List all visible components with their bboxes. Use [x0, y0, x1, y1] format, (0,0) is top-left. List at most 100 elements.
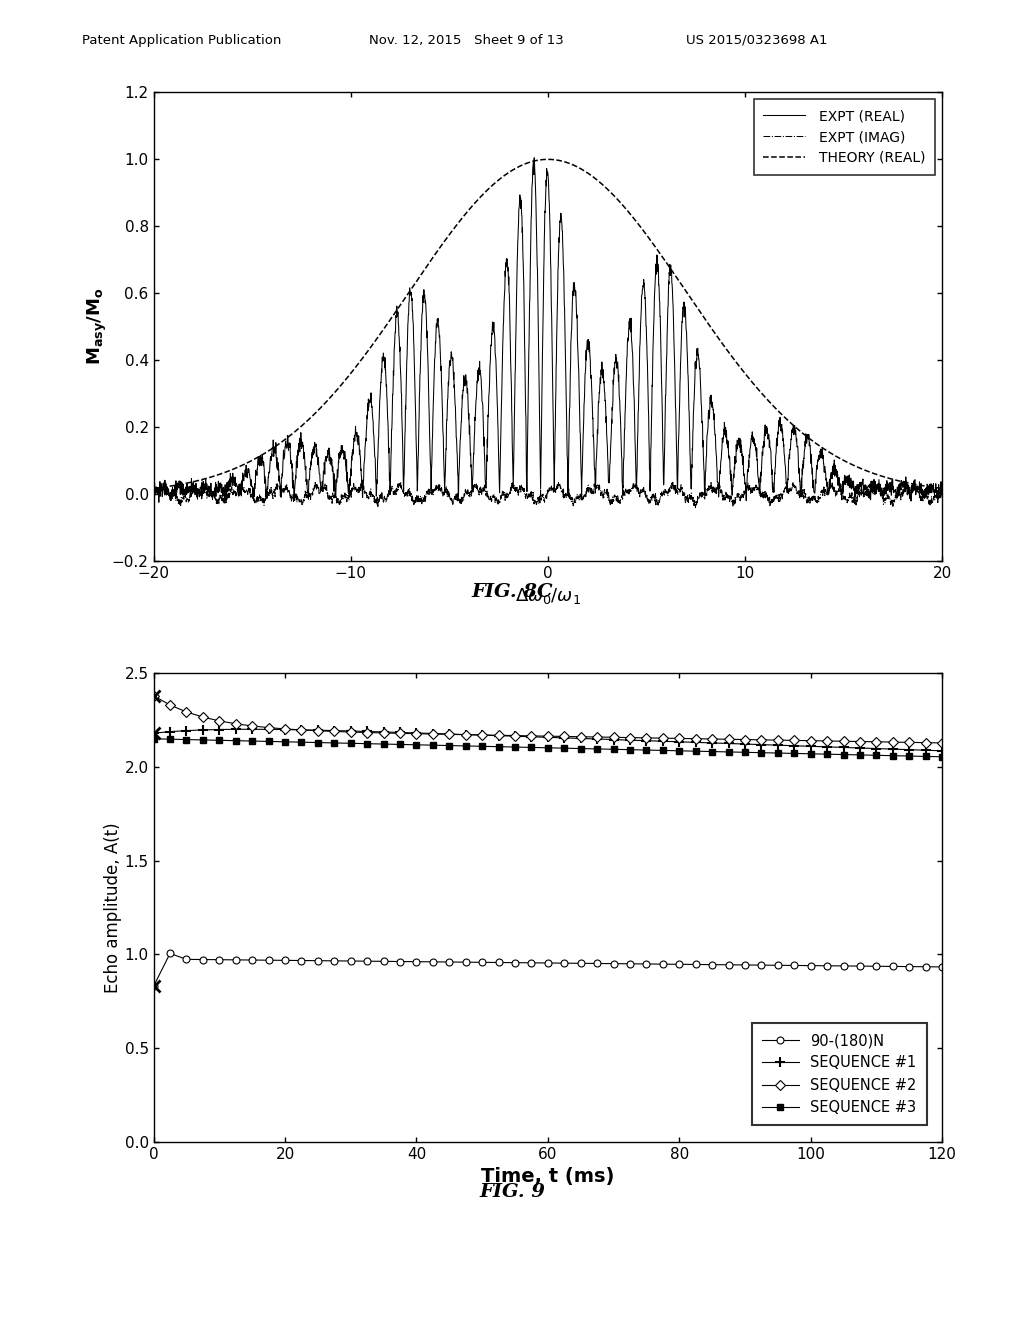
- SEQUENCE #3: [427, 738, 439, 754]
- SEQUENCE #3: [344, 735, 357, 751]
- 90-(180)N: [838, 958, 850, 974]
- SEQUENCE #1: [262, 722, 274, 738]
- 90-(180)N: [756, 957, 768, 973]
- 90-(180)N: [870, 958, 883, 974]
- 90-(180)N: [656, 956, 669, 972]
- SEQUENCE #2: [378, 725, 390, 741]
- SEQUENCE #1: [411, 725, 423, 741]
- Text: Nov. 12, 2015   Sheet 9 of 13: Nov. 12, 2015 Sheet 9 of 13: [369, 33, 563, 46]
- 90-(180)N: [788, 957, 801, 973]
- SEQUENCE #1: [509, 729, 521, 744]
- SEQUENCE #3: [756, 744, 768, 760]
- SEQUENCE #2: [870, 734, 883, 750]
- EXPT (IMAG): [936, 484, 948, 500]
- SEQUENCE #3: [262, 734, 274, 750]
- SEQUENCE #3: [361, 735, 374, 751]
- SEQUENCE #1: [739, 737, 752, 752]
- THEORY (REAL): [147, 480, 160, 496]
- 90-(180)N: [903, 958, 915, 974]
- 90-(180)N: [920, 958, 932, 974]
- EXPT (REAL): [921, 477, 933, 492]
- SEQUENCE #3: [542, 741, 554, 756]
- SEQUENCE #2: [443, 726, 456, 742]
- 90-(180)N: [591, 956, 603, 972]
- SEQUENCE #3: [295, 734, 307, 750]
- 90-(180)N: [164, 945, 176, 961]
- THEORY (REAL): [450, 218, 462, 234]
- 90-(180)N: [689, 957, 701, 973]
- SEQUENCE #2: [756, 731, 768, 747]
- SEQUENCE #2: [936, 735, 948, 751]
- EXPT (REAL): [528, 150, 541, 166]
- SEQUENCE #1: [394, 725, 407, 741]
- SEQUENCE #2: [164, 697, 176, 713]
- SEQUENCE #2: [739, 731, 752, 747]
- SEQUENCE #3: [378, 737, 390, 752]
- SEQUENCE #1: [591, 731, 603, 747]
- SEQUENCE #1: [378, 725, 390, 741]
- SEQUENCE #1: [279, 722, 291, 738]
- SEQUENCE #3: [411, 737, 423, 752]
- SEQUENCE #1: [689, 734, 701, 750]
- 90-(180)N: [854, 958, 866, 974]
- 90-(180)N: [262, 952, 274, 968]
- SEQUENCE #3: [656, 743, 669, 759]
- SEQUENCE #2: [427, 726, 439, 742]
- SEQUENCE #2: [903, 734, 915, 750]
- SEQUENCE #1: [903, 742, 915, 758]
- 90-(180)N: [805, 958, 817, 974]
- EXPT (REAL): [238, 473, 250, 488]
- SEQUENCE #2: [558, 729, 570, 744]
- SEQUENCE #3: [460, 738, 472, 754]
- THEORY (REAL): [836, 451, 848, 467]
- 90-(180)N: [344, 953, 357, 969]
- SEQUENCE #3: [673, 743, 685, 759]
- SEQUENCE #1: [542, 730, 554, 746]
- SEQUENCE #3: [624, 742, 636, 758]
- SEQUENCE #2: [262, 719, 274, 735]
- EXPT (REAL): [836, 483, 848, 499]
- 90-(180)N: [295, 953, 307, 969]
- 90-(180)N: [542, 956, 554, 972]
- 90-(180)N: [772, 957, 784, 973]
- EXPT (REAL): [451, 430, 463, 446]
- 90-(180)N: [525, 954, 538, 970]
- SEQUENCE #3: [509, 739, 521, 755]
- 90-(180)N: [197, 952, 209, 968]
- EXPT (REAL): [147, 475, 160, 491]
- SEQUENCE #2: [788, 733, 801, 748]
- SEQUENCE #1: [311, 722, 324, 738]
- SEQUENCE #1: [476, 727, 488, 743]
- Text: FIG. 9: FIG. 9: [479, 1183, 545, 1201]
- 90-(180)N: [706, 957, 718, 973]
- SEQUENCE #2: [772, 733, 784, 748]
- SEQUENCE #3: [838, 747, 850, 763]
- SEQUENCE #1: [229, 722, 242, 738]
- 90-(180)N: [936, 960, 948, 975]
- SEQUENCE #2: [476, 727, 488, 743]
- 90-(180)N: [821, 958, 834, 974]
- SEQUENCE #3: [213, 733, 225, 748]
- SEQUENCE #2: [722, 731, 734, 747]
- SEQUENCE #2: [246, 718, 258, 734]
- SEQUENCE #3: [246, 733, 258, 748]
- EXPT (IMAG): [196, 473, 208, 488]
- X-axis label: $\Delta\omega_0/\omega_1$: $\Delta\omega_0/\omega_1$: [515, 586, 581, 606]
- Line: THEORY (REAL): THEORY (REAL): [154, 160, 942, 488]
- SEQUENCE #1: [246, 721, 258, 737]
- SEQUENCE #2: [542, 729, 554, 744]
- SEQUENCE #3: [394, 737, 407, 752]
- SEQUENCE #2: [689, 731, 701, 747]
- SEQUENCE #1: [805, 738, 817, 754]
- SEQUENCE #1: [443, 726, 456, 742]
- 90-(180)N: [246, 952, 258, 968]
- SEQUENCE #2: [805, 733, 817, 748]
- Line: SEQUENCE #1: SEQUENCE #1: [148, 725, 947, 755]
- SEQUENCE #2: [607, 730, 620, 746]
- 90-(180)N: [624, 956, 636, 972]
- 90-(180)N: [443, 954, 456, 970]
- SEQUENCE #1: [673, 734, 685, 750]
- SEQUENCE #1: [328, 722, 340, 738]
- SEQUENCE #1: [920, 742, 932, 758]
- SEQUENCE #3: [525, 739, 538, 755]
